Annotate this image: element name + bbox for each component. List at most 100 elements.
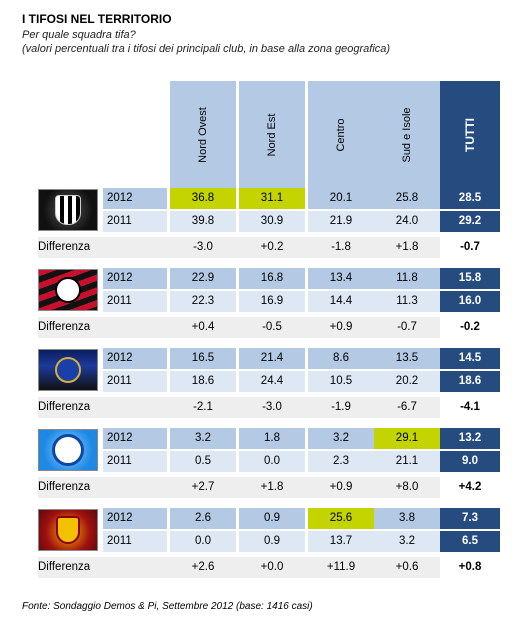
value-cell: 8.6 bbox=[308, 348, 374, 369]
value-cell: 0.0 bbox=[239, 451, 305, 472]
header-label: Centro bbox=[335, 117, 347, 152]
difference-label: Differenza bbox=[38, 241, 91, 253]
difference-cell: +0.9 bbox=[329, 321, 353, 333]
napoli-logo-badge bbox=[52, 434, 84, 466]
difference-cell: +0.6 bbox=[395, 561, 419, 573]
value-cell: 11.3 bbox=[374, 291, 440, 312]
value-cell: 20.2 bbox=[374, 371, 440, 392]
difference-label: Differenza bbox=[38, 561, 91, 573]
difference-cell: +0.9 bbox=[329, 481, 353, 493]
napoli-logo bbox=[38, 429, 98, 471]
difference-row-background bbox=[38, 317, 440, 338]
value-cell: 20.1 bbox=[308, 188, 374, 209]
roma-logo bbox=[38, 509, 98, 551]
difference-label: Differenza bbox=[38, 321, 91, 333]
difference-row-background bbox=[38, 237, 440, 258]
value-cell: 36.8 bbox=[170, 188, 236, 209]
juventus-logo bbox=[38, 189, 98, 231]
difference-cell: -3.0 bbox=[262, 401, 282, 413]
value-cell: 21.1 bbox=[374, 451, 440, 472]
roma-logo-badge bbox=[56, 516, 80, 544]
year-cell: 2011 bbox=[103, 451, 167, 472]
difference-cell: -6.7 bbox=[397, 401, 417, 413]
tutti-cell: 6.5 bbox=[440, 531, 500, 552]
difference-tutti-cell: +0.8 bbox=[458, 561, 482, 573]
value-cell: 0.9 bbox=[239, 508, 305, 529]
difference-cell: -1.9 bbox=[331, 401, 351, 413]
tutti-cell: 15.8 bbox=[440, 268, 500, 289]
header-centro: Centro bbox=[308, 81, 374, 188]
value-cell: 10.5 bbox=[308, 371, 374, 392]
difference-label: Differenza bbox=[38, 481, 91, 493]
inter-logo bbox=[38, 349, 98, 391]
value-cell: 21.4 bbox=[239, 348, 305, 369]
difference-cell: +0.0 bbox=[260, 561, 284, 573]
header-label: TUTTI bbox=[463, 117, 477, 152]
value-cell: 31.1 bbox=[239, 188, 305, 209]
tutti-cell: 16.0 bbox=[440, 291, 500, 312]
value-cell: 3.2 bbox=[170, 428, 236, 449]
difference-label: Differenza bbox=[38, 401, 91, 413]
header-tutti: TUTTI bbox=[440, 81, 500, 188]
difference-cell: +1.8 bbox=[395, 241, 419, 253]
value-cell: 25.8 bbox=[374, 188, 440, 209]
milan-logo bbox=[38, 269, 98, 311]
value-cell: 29.1 bbox=[374, 428, 440, 449]
juventus-logo-badge bbox=[55, 195, 81, 225]
inter-logo-badge bbox=[55, 357, 81, 383]
value-cell: 1.8 bbox=[239, 428, 305, 449]
tutti-cell: 9.0 bbox=[440, 451, 500, 472]
difference-cell: +1.8 bbox=[260, 481, 284, 493]
value-cell: 30.9 bbox=[239, 211, 305, 232]
tutti-cell: 29.2 bbox=[440, 211, 500, 232]
difference-cell: +0.4 bbox=[191, 321, 215, 333]
value-cell: 25.6 bbox=[308, 508, 374, 529]
subtitle-description: (valori percentuali tra i tifosi dei pri… bbox=[22, 43, 391, 55]
header-label: Nord Ovest bbox=[197, 106, 209, 163]
tutti-cell: 14.5 bbox=[440, 348, 500, 369]
difference-cell: +11.9 bbox=[326, 561, 356, 573]
difference-cell: -2.1 bbox=[193, 401, 213, 413]
difference-cell: -1.8 bbox=[331, 241, 351, 253]
value-cell: 14.4 bbox=[308, 291, 374, 312]
value-cell: 0.5 bbox=[170, 451, 236, 472]
value-cell: 21.9 bbox=[308, 211, 374, 232]
difference-cell: +8.0 bbox=[395, 481, 419, 493]
year-cell: 2011 bbox=[103, 531, 167, 552]
difference-tutti-cell: -0.2 bbox=[460, 321, 480, 333]
header-nord-ovest: Nord Ovest bbox=[170, 81, 236, 188]
value-cell: 16.8 bbox=[239, 268, 305, 289]
milan-logo-badge bbox=[55, 277, 81, 303]
value-cell: 22.9 bbox=[170, 268, 236, 289]
tutti-cell: 28.5 bbox=[440, 188, 500, 209]
year-cell: 2011 bbox=[103, 291, 167, 312]
value-cell: 22.3 bbox=[170, 291, 236, 312]
tutti-cell: 18.6 bbox=[440, 371, 500, 392]
header-label: Nord Est bbox=[266, 113, 278, 156]
value-cell: 3.8 bbox=[374, 508, 440, 529]
difference-cell: +2.7 bbox=[191, 481, 215, 493]
difference-cell: -0.5 bbox=[262, 321, 282, 333]
year-cell: 2012 bbox=[103, 188, 167, 209]
value-cell: 3.2 bbox=[374, 531, 440, 552]
year-cell: 2012 bbox=[103, 348, 167, 369]
value-cell: 39.8 bbox=[170, 211, 236, 232]
value-cell: 18.6 bbox=[170, 371, 236, 392]
year-cell: 2011 bbox=[103, 211, 167, 232]
header-label: Sud e Isole bbox=[401, 106, 413, 163]
header-nord-est: Nord Est bbox=[239, 81, 305, 188]
difference-cell: -3.0 bbox=[193, 241, 213, 253]
value-cell: 16.9 bbox=[239, 291, 305, 312]
value-cell: 13.4 bbox=[308, 268, 374, 289]
value-cell: 24.4 bbox=[239, 371, 305, 392]
value-cell: 3.2 bbox=[308, 428, 374, 449]
value-cell: 13.7 bbox=[308, 531, 374, 552]
tutti-cell: 13.2 bbox=[440, 428, 500, 449]
value-cell: 0.9 bbox=[239, 531, 305, 552]
page-title: I TIFOSI NEL TERRITORIO bbox=[22, 12, 172, 26]
difference-cell: +0.2 bbox=[260, 241, 284, 253]
subtitle-question: Per quale squadra tifa? bbox=[22, 29, 136, 41]
value-cell: 2.3 bbox=[308, 451, 374, 472]
value-cell: 24.0 bbox=[374, 211, 440, 232]
year-cell: 2012 bbox=[103, 268, 167, 289]
